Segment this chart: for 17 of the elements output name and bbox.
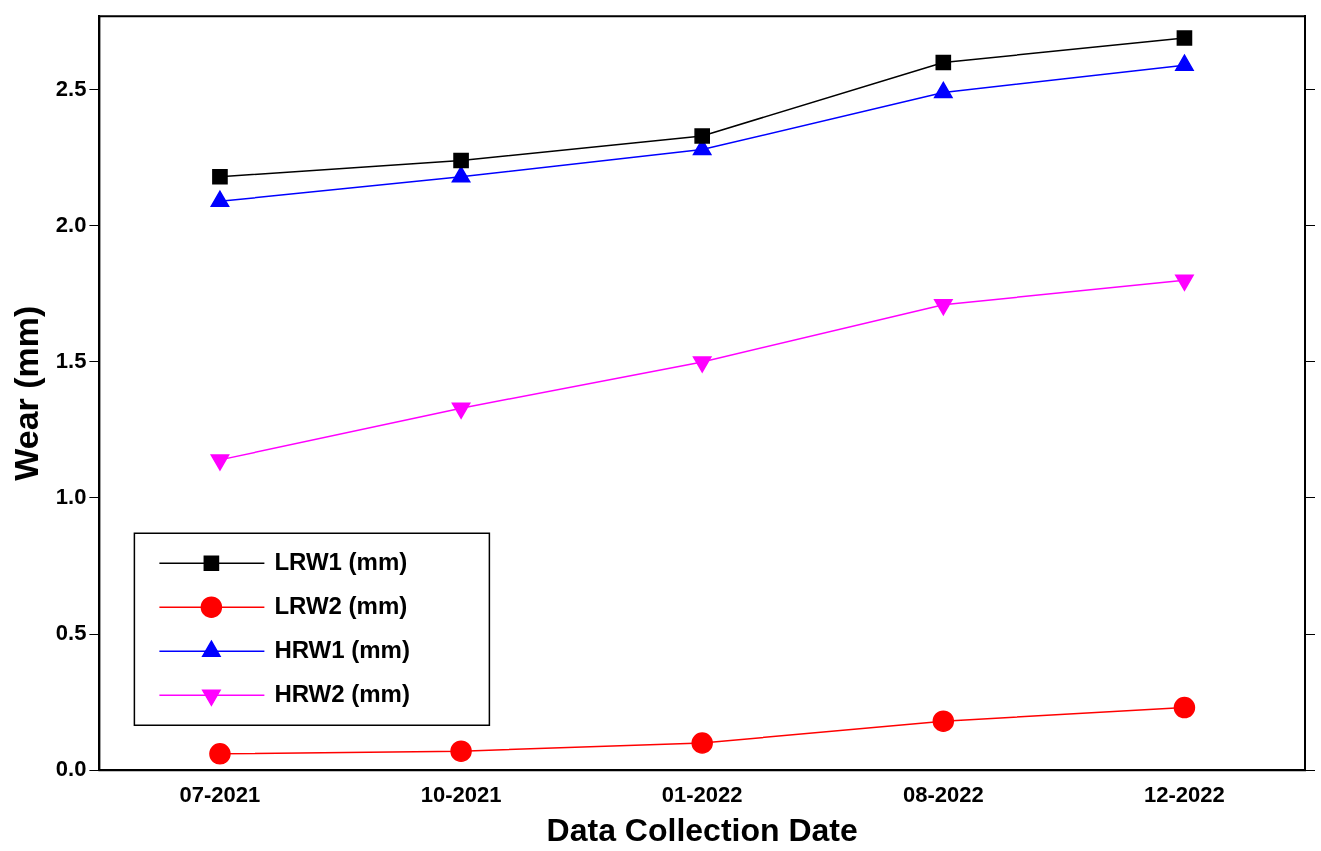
y-tick-label: 2.5 bbox=[55, 75, 87, 101]
y-tick-label: 1.0 bbox=[55, 484, 87, 510]
x-tick-label: 12-2022 bbox=[1144, 782, 1225, 808]
legend-label: HRW1 (mm) bbox=[274, 635, 410, 663]
x-axis-title: Data Collection Date bbox=[546, 811, 858, 848]
y-tick-label: 1.5 bbox=[55, 347, 87, 373]
y-tick-label: 0.5 bbox=[55, 620, 87, 646]
x-tick-label: 01-2022 bbox=[661, 782, 743, 808]
legend-label: HRW2 (mm) bbox=[274, 679, 410, 707]
legend-label: LRW1 (mm) bbox=[274, 547, 408, 575]
x-tick-label: 08-2022 bbox=[902, 782, 984, 808]
legend-label: LRW2 (mm) bbox=[274, 591, 408, 619]
y-tick-label: 2.0 bbox=[55, 211, 87, 237]
y-axis-title: Wear (mm) bbox=[6, 305, 45, 481]
x-tick-label: 07-2021 bbox=[179, 782, 261, 808]
x-tick-label: 10-2021 bbox=[420, 782, 502, 808]
y-tick-label: 0.0 bbox=[55, 756, 87, 782]
